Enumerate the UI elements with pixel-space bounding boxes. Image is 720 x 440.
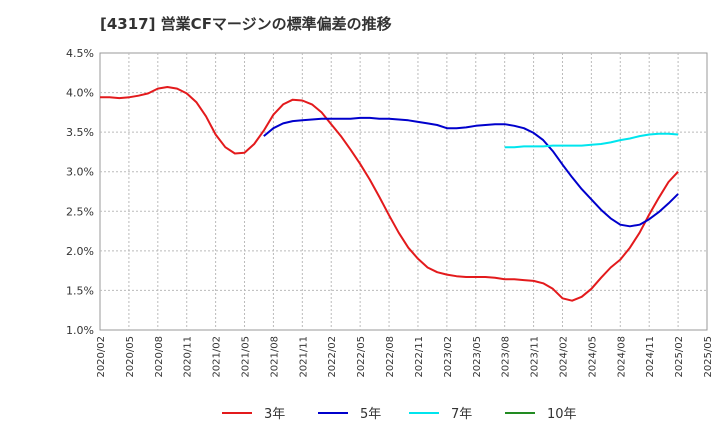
x-tick-label: 2021/02 (212, 336, 223, 378)
series-line-7年 (504, 132, 679, 149)
chart-title: [4317] 営業CFマージンの標準偏差の推移 (100, 15, 392, 33)
y-tick-label: 2.5% (66, 205, 94, 218)
x-tick-label: 2020/05 (125, 336, 136, 378)
legend-label: 7年 (451, 407, 472, 422)
x-tick-label: 2024/05 (587, 336, 598, 378)
x-tick-label: 2021/11 (298, 336, 309, 378)
y-tick-label: 1.0% (66, 324, 94, 337)
grid-lines (100, 53, 707, 330)
x-tick-label: 2024/11 (645, 336, 656, 378)
y-tick-label: 4.0% (66, 87, 94, 100)
y-tick-label: 2.0% (66, 245, 94, 258)
x-tick-label: 2021/05 (241, 336, 252, 378)
legend: 3年 5年 7年 10年 (222, 407, 577, 422)
x-tick-label: 2025/05 (703, 336, 714, 378)
x-axis: 2020/02 2020/05 2020/08 2020/11 2021/02 2021/… (96, 336, 714, 378)
series-line-3年 (100, 86, 679, 302)
x-tick-label: 2023/05 (472, 336, 483, 378)
y-tick-label: 1.5% (66, 284, 94, 297)
series-lines (100, 86, 679, 302)
x-tick-label: 2024/02 (558, 336, 569, 378)
x-tick-label: 2023/02 (443, 336, 454, 378)
x-tick-label: 2022/11 (414, 336, 425, 378)
y-tick-label: 3.0% (66, 166, 94, 179)
series-line-5年 (263, 116, 679, 228)
x-tick-label: 2020/11 (183, 336, 194, 378)
x-tick-label: 2022/02 (327, 336, 338, 378)
x-tick-label: 2023/08 (501, 336, 512, 378)
y-tick-label: 4.5% (66, 47, 94, 60)
legend-label: 3年 (264, 407, 285, 422)
x-tick-label: 2025/02 (674, 336, 685, 378)
x-tick-label: 2022/05 (356, 336, 367, 378)
legend-label: 10年 (547, 407, 577, 422)
y-axis: 1.0% 1.5% 2.0% 2.5% 3.0% 3.5% 4.0% 4.5% (66, 47, 94, 337)
x-tick-label: 2021/08 (269, 336, 280, 378)
x-tick-label: 2020/02 (96, 336, 107, 378)
x-tick-label: 2020/08 (154, 336, 165, 378)
legend-label: 5年 (360, 407, 381, 422)
plot-area (99, 52, 708, 331)
x-tick-label: 2022/08 (385, 336, 396, 378)
x-tick-label: 2024/08 (616, 336, 627, 378)
x-tick-label: 2023/11 (530, 336, 541, 378)
y-tick-label: 3.5% (66, 126, 94, 139)
